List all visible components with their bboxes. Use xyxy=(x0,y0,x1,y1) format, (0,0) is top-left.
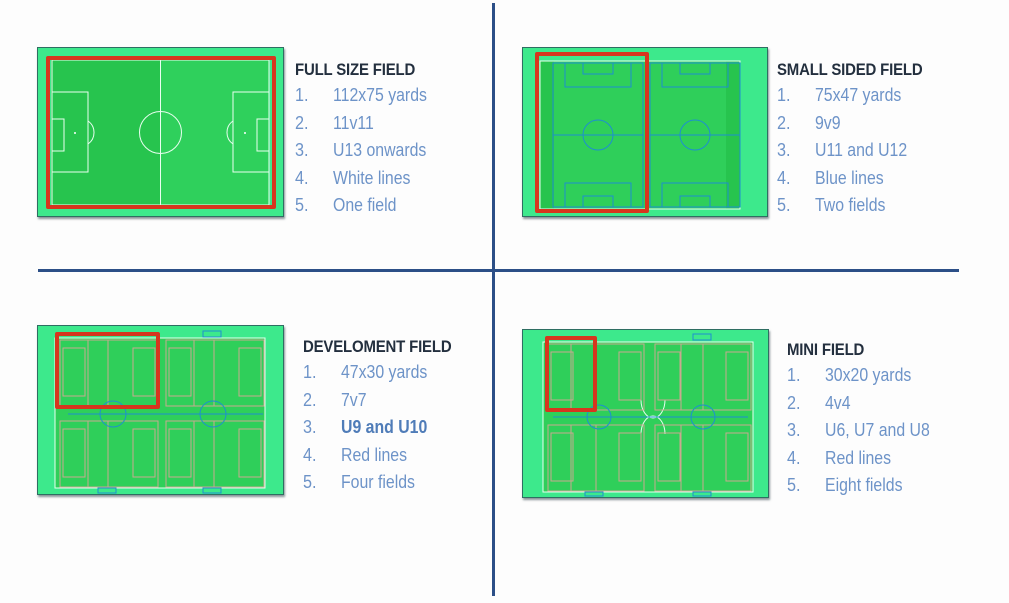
full-size-info: FULL SIZE FIELD 1. 112x75 yards 2. 11v11 3… xyxy=(295,58,440,220)
list-item: 4. Red lines xyxy=(303,444,408,465)
development-info: DEVELOMENT FIELD 1. 47x30 yards 2. 7v7 3. U… xyxy=(303,335,472,497)
list-item: 4. Red lines xyxy=(787,447,892,468)
list-item: 5. Two fields xyxy=(777,195,886,215)
list-item: 2. 11v11 xyxy=(295,112,374,133)
full-size-field-diagram xyxy=(37,47,284,217)
list-item: 3. U11 and U12 xyxy=(777,140,908,160)
list-item: 3. U6, U7 and U8 xyxy=(787,420,930,440)
list-item: 1. 112x75 yards xyxy=(295,85,427,105)
spec-list: 1. 75x47 yards 2. 9v9 3. U11 and U12 4. Blue… xyxy=(777,82,942,220)
soccer-pitch-icon xyxy=(542,333,754,497)
horizontal-divider xyxy=(38,269,959,272)
spec-list: 1. 47x30 yards 2. 7v7 3. U9 and U10 4. Red l… xyxy=(303,359,472,497)
soccer-pitch-icon xyxy=(51,59,270,206)
panel-title: FULL SIZE FIELD xyxy=(295,60,416,79)
mini-info: MINI FIELD 1. 30x20 yards 2. 4v4 3. U6, U7 … xyxy=(787,338,944,500)
list-item: 2. 9v9 xyxy=(777,112,841,133)
list-item: 1. 47x30 yards xyxy=(303,362,428,382)
highlight-box xyxy=(55,332,160,409)
list-item: 3. U13 onwards xyxy=(295,140,427,160)
soccer-pitch-icon xyxy=(54,330,266,494)
list-item: 1. 30x20 yards xyxy=(787,365,912,385)
list-item: 3. U9 and U10 xyxy=(303,417,428,437)
mini-field-diagram xyxy=(522,329,769,498)
panel-title: DEVELOMENT FIELD xyxy=(303,337,452,356)
soccer-pitch-icon xyxy=(539,60,741,210)
panel-title: SMALL SIDED FIELD xyxy=(777,60,923,79)
small-sided-field-diagram xyxy=(522,47,768,217)
vertical-divider xyxy=(492,3,495,596)
list-item: 2. 7v7 xyxy=(303,389,367,410)
list-item: 5. Eight fields xyxy=(787,475,903,495)
highlight-box xyxy=(535,52,649,213)
list-item: 5. Four fields xyxy=(303,472,415,492)
panel-title: MINI FIELD xyxy=(787,340,865,359)
development-field-diagram xyxy=(37,325,284,495)
spec-list: 1. 112x75 yards 2. 11v11 3. U13 onwards 4. W… xyxy=(295,82,440,220)
highlight-box xyxy=(545,336,597,412)
list-item: 5. One field xyxy=(295,195,397,215)
spec-list: 1. 30x20 yards 2. 4v4 3. U6, U7 and U8 4. Re… xyxy=(787,362,944,500)
list-item: 2. 4v4 xyxy=(787,392,851,413)
list-item: 1. 75x47 yards xyxy=(777,85,902,105)
small-sided-info: SMALL SIDED FIELD 1. 75x47 yards 2. 9v9 3.… xyxy=(777,58,942,220)
list-item: 4. White lines xyxy=(295,167,411,188)
list-item: 4. Blue lines xyxy=(777,167,884,188)
highlight-box xyxy=(46,56,276,209)
